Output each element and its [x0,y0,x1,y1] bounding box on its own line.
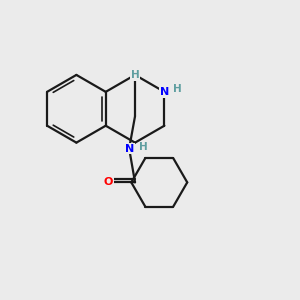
Text: O: O [104,177,113,188]
Text: N: N [124,143,134,154]
Text: H: H [131,70,140,80]
Text: H: H [173,85,182,94]
Text: N: N [160,87,169,97]
Text: H: H [139,142,148,152]
